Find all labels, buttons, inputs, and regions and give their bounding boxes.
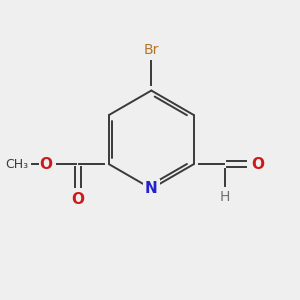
Text: N: N	[145, 181, 158, 196]
Text: O: O	[71, 192, 84, 207]
Text: Br: Br	[144, 43, 159, 57]
Text: H: H	[220, 190, 230, 204]
Text: O: O	[39, 157, 52, 172]
Text: O: O	[251, 157, 265, 172]
Text: CH₃: CH₃	[5, 158, 28, 171]
